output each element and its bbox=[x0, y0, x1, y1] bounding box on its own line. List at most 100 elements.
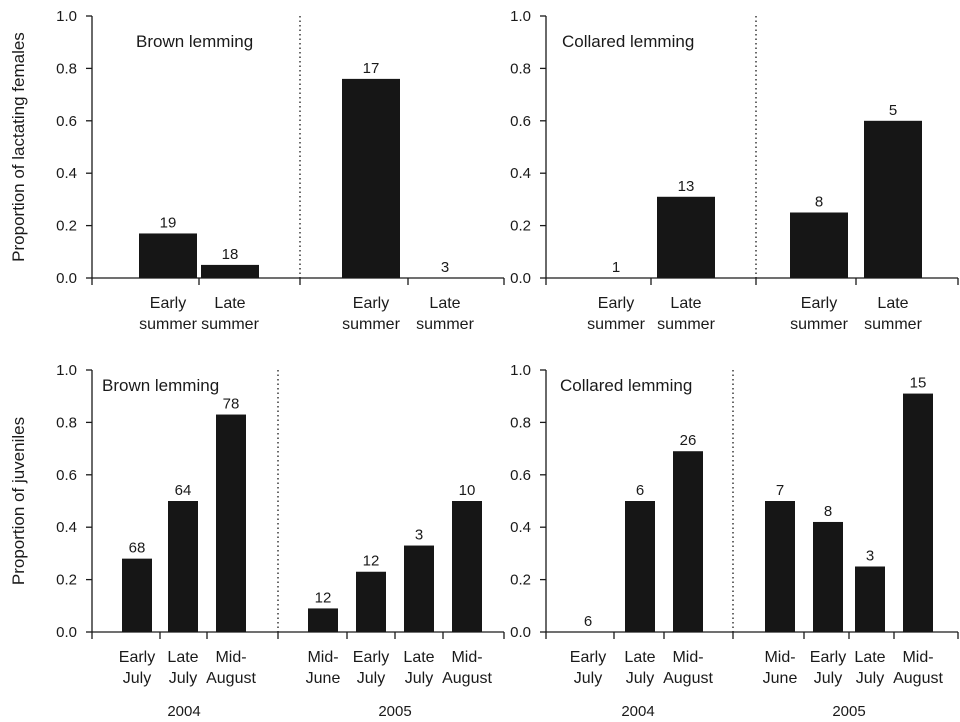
x-category-label: July bbox=[169, 670, 197, 687]
panel-title: Brown lemming bbox=[136, 32, 253, 51]
x-category-label: Late bbox=[403, 649, 434, 666]
x-category-label: August bbox=[206, 670, 256, 687]
y-tick-label: 1.0 bbox=[510, 362, 531, 379]
sample-size-label: 1 bbox=[612, 259, 620, 276]
bar bbox=[673, 451, 703, 632]
sample-size-label: 3 bbox=[866, 548, 874, 565]
sample-size-label: 3 bbox=[441, 259, 449, 276]
x-category-label: summer bbox=[416, 316, 474, 333]
year-label: 2005 bbox=[832, 703, 865, 720]
bar bbox=[657, 196, 715, 278]
sample-size-label: 18 bbox=[222, 246, 239, 263]
y-tick-label: 1.0 bbox=[56, 8, 77, 25]
y-axis-title: Proportion of lactating females bbox=[9, 32, 28, 262]
x-category-label: Early bbox=[570, 649, 606, 666]
x-category-label: July bbox=[626, 670, 654, 687]
sample-size-label: 12 bbox=[363, 553, 380, 570]
x-category-label: August bbox=[893, 670, 943, 687]
bar bbox=[216, 414, 246, 632]
x-category-label: Mid- bbox=[215, 649, 246, 666]
x-category-label: Late bbox=[429, 295, 460, 312]
x-category-label: Early bbox=[598, 295, 634, 312]
y-tick-label: 0.2 bbox=[510, 572, 531, 589]
y-tick-label: 1.0 bbox=[56, 362, 77, 379]
x-category-label: Early bbox=[150, 295, 186, 312]
sample-size-label: 12 bbox=[315, 589, 332, 606]
bar bbox=[404, 545, 434, 632]
x-category-label: Late bbox=[854, 649, 885, 666]
y-tick-label: 1.0 bbox=[510, 8, 531, 25]
bar bbox=[903, 393, 933, 632]
year-label: 2004 bbox=[167, 703, 200, 720]
sample-size-label: 7 bbox=[776, 482, 784, 499]
y-tick-label: 0.8 bbox=[510, 414, 531, 431]
bar bbox=[201, 264, 259, 278]
bar bbox=[452, 501, 482, 632]
y-tick-label: 0.4 bbox=[510, 519, 531, 536]
y-tick-label: 0.6 bbox=[56, 113, 77, 130]
x-category-label: August bbox=[442, 670, 492, 687]
x-category-label: Early bbox=[801, 295, 837, 312]
y-tick-label: 0.6 bbox=[510, 467, 531, 484]
y-tick-label: 0.6 bbox=[510, 113, 531, 130]
bar bbox=[308, 608, 338, 632]
x-category-label: Late bbox=[167, 649, 198, 666]
x-category-label: July bbox=[856, 670, 884, 687]
bar bbox=[813, 521, 843, 632]
x-category-label: summer bbox=[790, 316, 848, 333]
bar bbox=[122, 558, 152, 632]
sample-size-label: 8 bbox=[815, 194, 823, 211]
y-axis-title: Proportion of juveniles bbox=[9, 417, 28, 585]
x-category-label: summer bbox=[201, 316, 259, 333]
x-category-label: Late bbox=[670, 295, 701, 312]
x-category-label: July bbox=[357, 670, 385, 687]
sample-size-label: 15 bbox=[910, 375, 927, 392]
y-tick-label: 0.0 bbox=[56, 270, 77, 287]
sample-size-label: 64 bbox=[175, 482, 192, 499]
x-category-label: August bbox=[663, 670, 713, 687]
y-tick-label: 0.8 bbox=[56, 60, 77, 77]
bar bbox=[855, 566, 885, 632]
x-category-label: summer bbox=[342, 316, 400, 333]
sample-size-label: 10 bbox=[459, 482, 476, 499]
x-category-label: July bbox=[814, 670, 842, 687]
chart-panel-bottom-left: 0.0 0.2 0.4 0.6 0.8 1.0 Proportion of juvenile… bbox=[9, 362, 505, 720]
bar bbox=[790, 212, 848, 278]
sample-size-label: 13 bbox=[678, 178, 695, 195]
y-tick-label: 0.2 bbox=[56, 572, 77, 589]
y-tick-label: 0.2 bbox=[510, 218, 531, 235]
year-label: 2005 bbox=[378, 703, 411, 720]
x-category-label: Mid- bbox=[672, 649, 703, 666]
y-tick-label: 0.8 bbox=[56, 414, 77, 431]
bar bbox=[765, 501, 795, 632]
y-tick-label: 0.0 bbox=[56, 624, 77, 641]
y-tick-label: 0.2 bbox=[56, 218, 77, 235]
x-category-label: Early bbox=[353, 649, 389, 666]
y-tick-label: 0.4 bbox=[56, 519, 77, 536]
sample-size-label: 6 bbox=[636, 482, 644, 499]
chart-panel-bottom-right: 0.0 0.2 0.4 0.6 0.8 1.0 Collared lemming 6 Early… bbox=[510, 362, 959, 720]
x-category-label: Mid- bbox=[764, 649, 795, 666]
panel-title: Collared lemming bbox=[560, 376, 692, 395]
bar bbox=[139, 233, 197, 278]
sample-size-label: 8 bbox=[824, 503, 832, 520]
sample-size-label: 3 bbox=[415, 527, 423, 544]
y-tick-label: 0.8 bbox=[510, 60, 531, 77]
x-category-label: Mid- bbox=[451, 649, 482, 666]
year-label: 2004 bbox=[621, 703, 654, 720]
x-category-label: July bbox=[405, 670, 433, 687]
x-category-label: Late bbox=[624, 649, 655, 666]
x-category-label: Early bbox=[119, 649, 155, 666]
x-category-label: summer bbox=[864, 316, 922, 333]
bar bbox=[168, 501, 198, 632]
sample-size-label: 68 bbox=[129, 540, 146, 557]
x-category-label: July bbox=[574, 670, 602, 687]
bar bbox=[864, 120, 922, 278]
sample-size-label: 17 bbox=[363, 60, 380, 77]
x-category-label: Early bbox=[353, 295, 389, 312]
bar bbox=[625, 501, 655, 632]
x-category-label: summer bbox=[657, 316, 715, 333]
sample-size-label: 5 bbox=[889, 102, 897, 119]
panel-title: Brown lemming bbox=[102, 376, 219, 395]
x-category-label: summer bbox=[587, 316, 645, 333]
